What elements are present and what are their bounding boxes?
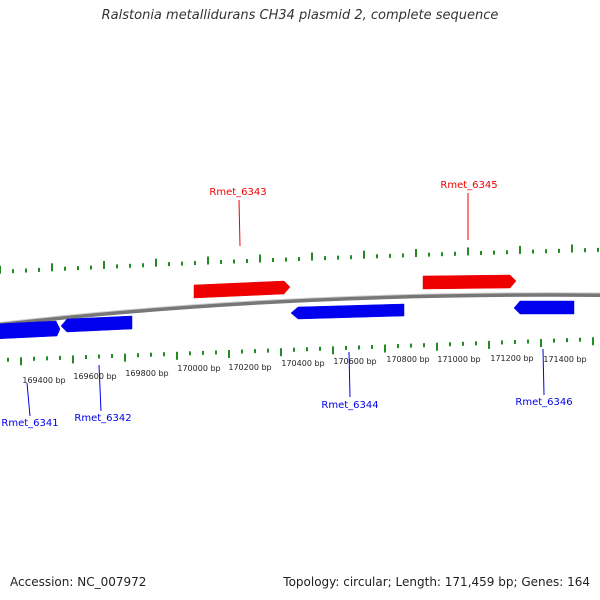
gene-arrow-rmet-6341[interactable]	[0, 320, 61, 340]
ruler-label: 169800 bp	[125, 369, 168, 378]
ruler-label: 170800 bp	[386, 355, 429, 364]
ruler-labels: 169400 bp 169600 bp 169800 bp 170000 bp 1702…	[22, 354, 586, 385]
ruler-label: 170600 bp	[333, 357, 376, 366]
accession-text: Accession: NC_007972	[10, 575, 147, 589]
gene-leader-line	[348, 351, 351, 398]
inner-tick-ring	[7, 337, 594, 366]
gene-arrow-rmet-6343[interactable]	[193, 280, 291, 299]
gene-arrow-rmet-6344[interactable]	[290, 303, 405, 320]
topology-summary: Topology: circular; Length: 171,459 bp; …	[283, 575, 590, 589]
gene-label-rmet-6345[interactable]: Rmet_6345	[440, 180, 497, 191]
gene-features	[0, 274, 575, 340]
gene-arrow-rmet-6345[interactable]	[422, 274, 517, 290]
ruler-label: 169600 bp	[73, 372, 116, 381]
gene-label-rmet-6341[interactable]: Rmet_6341	[1, 418, 58, 429]
gene-arrow-rmet-6342[interactable]	[60, 315, 133, 333]
ruler-label: 169400 bp	[22, 376, 65, 385]
map-title: Ralstonia metallidurans CH34 plasmid 2, …	[101, 8, 499, 23]
gene-leader-line	[542, 348, 545, 396]
ruler-label: 171400 bp	[543, 355, 586, 364]
gene-arrow-rmet-6346[interactable]	[513, 300, 575, 315]
backbone-arc-highlight	[0, 292, 600, 323]
gene-label-rmet-6342[interactable]: Rmet_6342	[74, 413, 131, 424]
gene-labels: Rmet_6341 Rmet_6342 Rmet_6343 Rmet_6344 Rmet…	[1, 180, 572, 429]
gene-leader-line	[26, 382, 31, 417]
backbone-arc	[0, 292, 600, 327]
ruler-label: 170400 bp	[281, 359, 324, 368]
gene-label-rmet-6346[interactable]: Rmet_6346	[515, 397, 572, 408]
gene-label-rmet-6344[interactable]: Rmet_6344	[321, 400, 378, 411]
gene-leader-line	[238, 199, 241, 247]
outer-tick-ring	[0, 244, 599, 274]
ruler-label: 171200 bp	[490, 354, 533, 363]
gene-label-rmet-6343[interactable]: Rmet_6343	[209, 187, 266, 198]
ruler-label: 170200 bp	[228, 363, 271, 372]
gene-leader-line	[98, 364, 102, 412]
ruler-label: 170000 bp	[177, 364, 220, 373]
ruler-label: 171000 bp	[437, 355, 480, 364]
